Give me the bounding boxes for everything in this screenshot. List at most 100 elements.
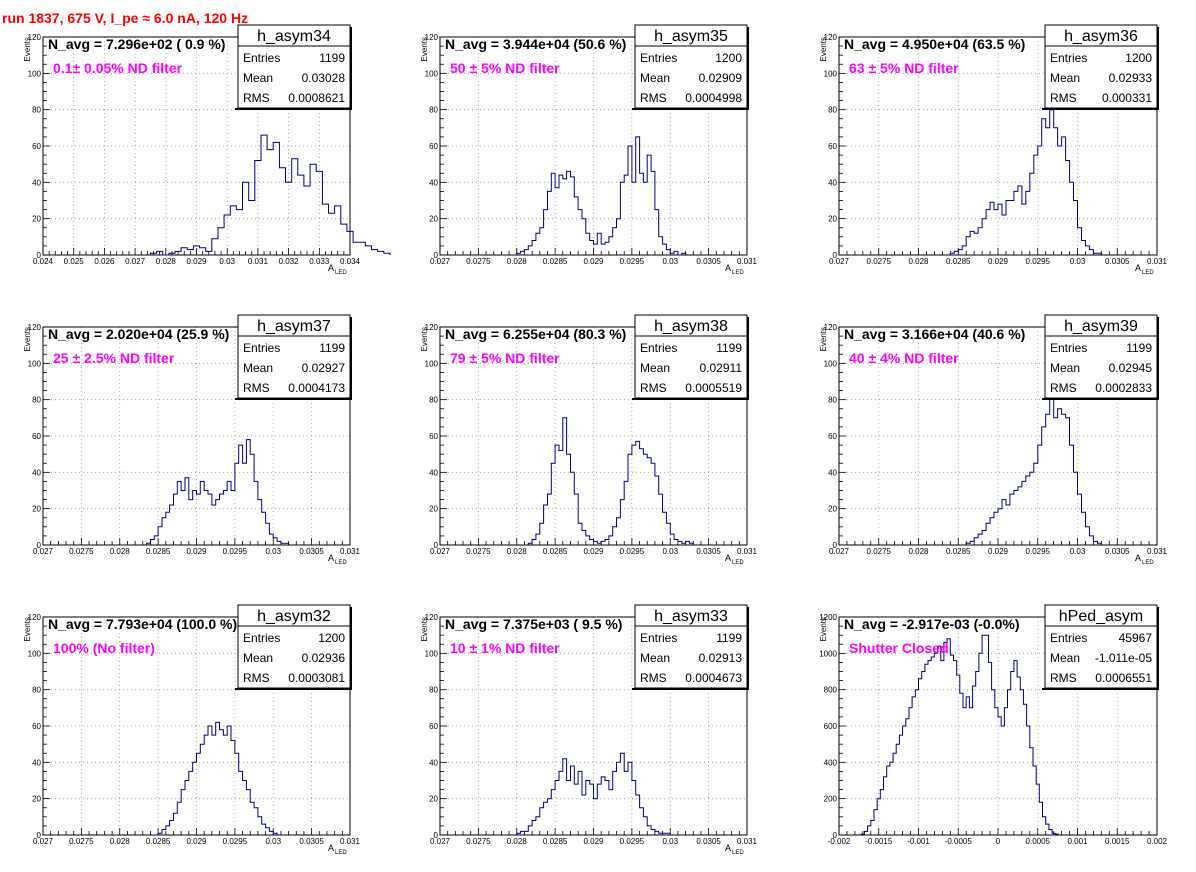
y-tick-label: 40 [32,178,41,187]
histogram-panel-h_asym36: 0.027 0.0275 0.028 0.0285 0.029 0.0295 0.03 0.0… [819,24,1168,276]
y-axis-title: Events [819,327,828,351]
histogram-panel-h_asym38: 0.027 0.0275 0.028 0.0285 0.029 0.0295 0.03 0.0… [420,314,758,566]
stats-box-shadow [1042,108,1157,110]
stats-value: 0.02909 [699,71,743,85]
y-tick-label: 20 [32,505,41,514]
x-tick-label: 0.031 [1147,257,1168,266]
filter-label: 0.1± 0.05% ND filter [53,60,183,76]
x-tick-label: -0.002 [828,837,851,846]
y-tick-label: 40 [32,468,41,477]
stats-box-title: h_asym32 [257,608,331,625]
x-tick-label: -0.001 [907,837,930,846]
stats-box-shadow [235,688,350,690]
x-tick-label: 0.0295 [620,547,645,556]
y-tick-label: 60 [32,432,41,441]
y-axis-title: Events [420,617,429,641]
stats-label: Entries [243,631,280,645]
stats-box-shadow [747,607,749,690]
y-tick-label: 120 [425,613,439,622]
y-tick-label: 0 [434,831,439,840]
x-axis-title: A [1135,263,1141,273]
y-axis-title: Events [23,617,32,641]
x-tick-label: 0.028 [507,547,528,556]
x-axis-title: A [328,843,334,853]
x-tick-label: 0.029 [186,837,207,846]
n-avg-label: N_avg = 7.296e+02 ( 0.9 %) [48,36,225,52]
stats-box-title: h_asym37 [257,318,331,335]
stats-value: 0.02927 [302,361,346,375]
y-tick-label: 80 [32,396,41,405]
stats-label: RMS [640,381,667,395]
x-tick-label: 0.0285 [543,837,568,846]
stats-box [237,314,351,399]
y-axis-title: Events [23,327,32,351]
x-tick-label: 0.027 [430,547,451,556]
x-tick-label: 0.027 [829,547,850,556]
y-tick-label: 60 [429,142,438,151]
stats-value: 0.0005519 [685,381,742,395]
y-tick-label: 0 [833,251,838,260]
histogram-series-h_asym33 [516,752,671,835]
x-tick-label: 0.029 [583,547,604,556]
run-title: run 1837, 675 V, I_pe ≈ 6.0 nA, 120 Hz [2,10,249,26]
y-tick-label: 0 [434,541,439,550]
y-tick-label: 80 [828,396,837,405]
y-tick-label: 120 [824,323,838,332]
stats-box-shadow [350,607,352,690]
stats-value: 1200 [1125,51,1152,65]
stats-label: RMS [1050,671,1077,685]
x-tick-label: 0.028 [156,257,177,266]
y-tick-label: 0 [434,251,439,260]
x-axis-title-subscript: LED [335,560,347,566]
y-tick-label: 80 [429,106,438,115]
stats-value: 0.02913 [699,651,743,665]
stats-label: Mean [243,71,273,85]
y-tick-label: 20 [429,215,438,224]
x-tick-label: 0.03 [265,547,281,556]
x-tick-label: 0.0285 [946,257,971,266]
x-tick-label: 0.0295 [223,837,248,846]
n-avg-label: N_avg = -2.917e-03 (-0.0%) [844,616,1019,632]
x-tick-label: 0.034 [340,257,361,266]
histogram-panel-hPed_asym: -0.002 -0.0015 -0.001 -0.0005 0 0.0005 0.001 0.… [819,604,1168,846]
stats-box-shadow [1157,607,1159,690]
stats-box-shadow [632,108,747,110]
stats-label: RMS [243,381,270,395]
x-tick-label: 0.0275 [867,257,892,266]
y-tick-label: 1000 [819,649,837,658]
x-tick-label: 0.027 [430,837,451,846]
y-tick-label: 120 [28,613,42,622]
stats-box [634,24,748,109]
y-tick-label: 100 [824,69,838,78]
x-axis-title: A [725,843,731,853]
x-axis-title-subscript: LED [335,850,347,856]
y-tick-label: 80 [32,106,41,115]
x-tick-label: 0.0285 [543,257,568,266]
y-tick-label: 80 [828,106,837,115]
y-tick-label: 100 [28,359,42,368]
stats-value: 0.02945 [1109,361,1153,375]
stats-value: 1199 [716,631,742,645]
y-tick-label: 400 [824,758,838,767]
y-tick-label: 120 [28,323,42,332]
y-tick-label: 0 [37,541,42,550]
y-tick-label: 80 [429,686,438,695]
x-tick-label: 0.03 [1070,257,1086,266]
y-tick-label: 60 [828,432,837,441]
x-tick-label: 0.028 [507,837,528,846]
histogram-series-h_asym38 [527,417,694,545]
histogram-series-h_asym37 [146,439,290,545]
stats-label: RMS [1050,381,1077,395]
x-tick-label: 0.031 [737,257,758,266]
filter-label: 40 ± 4% ND filter [849,350,959,366]
stats-value: 1200 [715,51,742,65]
x-axis-title-subscript: LED [1142,560,1154,566]
x-tick-label: 0.0285 [146,837,171,846]
x-tick-label: 0.0275 [867,547,892,556]
y-axis-title: Events [819,37,828,61]
y-tick-label: 20 [32,795,41,804]
stats-box-title: h_asym36 [1064,28,1138,45]
x-axis-title-subscript: LED [732,850,744,856]
stats-label: RMS [640,671,667,685]
